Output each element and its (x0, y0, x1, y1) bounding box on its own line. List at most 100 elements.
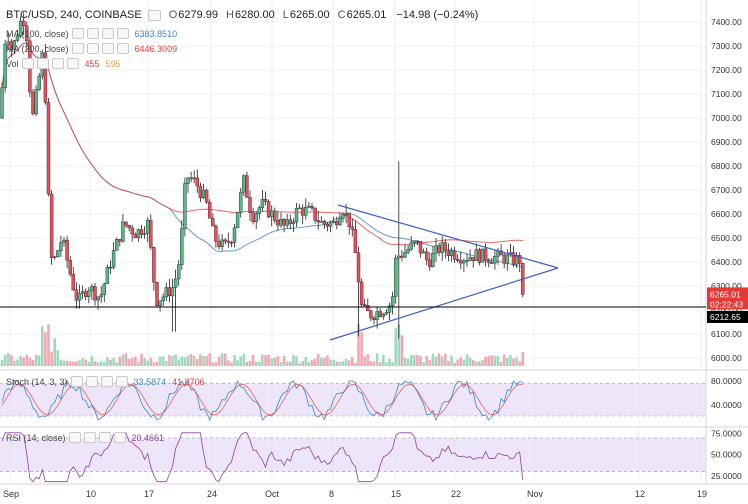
volume-bar (248, 360, 252, 366)
candle-body (37, 75, 41, 90)
volume-bar (341, 361, 345, 366)
candle-body (114, 239, 119, 251)
volume-bar (267, 354, 270, 366)
settings-icon[interactable] (36, 58, 49, 69)
volume-bar (174, 354, 177, 366)
volume-bar (59, 359, 63, 366)
volume-bar (47, 324, 50, 366)
legend-ma200[interactable]: MA (200, close) 6446.3009 (6, 43, 177, 54)
candle-body (133, 233, 138, 239)
candle-body (204, 189, 209, 203)
eye-icon[interactable] (70, 376, 83, 387)
volume-bar (369, 360, 373, 366)
volume-bar (409, 354, 413, 366)
volume-bar (56, 350, 60, 366)
candle-body (425, 251, 429, 261)
volume-bar (127, 358, 131, 366)
candle-body (71, 273, 76, 290)
more-icon[interactable] (113, 432, 126, 443)
settings-icon[interactable] (86, 28, 99, 39)
eye-icon[interactable] (71, 43, 84, 54)
volume-bar (422, 362, 425, 366)
legend-volume[interactable]: Vol 455 595 (6, 58, 121, 69)
more-icon[interactable] (116, 43, 129, 54)
volume-bar (264, 354, 267, 366)
eye-icon[interactable] (21, 58, 34, 69)
candle-body (313, 207, 317, 221)
close-icon[interactable] (101, 28, 114, 39)
time-tick-label: Nov (527, 489, 544, 499)
rsi-band (0, 437, 706, 472)
eye-icon[interactable] (71, 28, 84, 39)
candle-body (446, 250, 451, 256)
volume-bar (437, 353, 441, 366)
candle-body (288, 219, 292, 225)
volume-bar (447, 361, 450, 366)
candle-body (68, 259, 72, 275)
volume-bar (41, 326, 44, 366)
vol-label: Vol (6, 58, 19, 69)
candle-body (195, 177, 200, 187)
settings-icon[interactable] (83, 432, 96, 443)
price-tick-label: 6700.00 (711, 185, 742, 195)
volume-bar (506, 357, 509, 366)
candle-body (102, 283, 107, 295)
close-icon[interactable] (101, 43, 114, 54)
volume-bar (124, 353, 128, 366)
volume-bar (230, 362, 233, 366)
volume-bar (183, 357, 187, 366)
candle-body (378, 311, 382, 317)
volume-bar (25, 354, 29, 366)
settings-icon[interactable] (85, 376, 98, 387)
volume-bar (239, 356, 242, 366)
candle-body (189, 177, 193, 180)
volume-bar (344, 359, 348, 366)
volume-bar (450, 355, 453, 366)
volume-bar (335, 361, 339, 366)
more-icon[interactable] (116, 28, 129, 39)
candle-body (111, 250, 116, 268)
candle-body (307, 205, 311, 208)
candle-body (232, 227, 237, 243)
settings-icon[interactable] (86, 43, 99, 54)
visibility-icon[interactable] (147, 9, 161, 21)
candle-body (462, 260, 466, 264)
candle-body (366, 304, 370, 312)
close-icon[interactable] (100, 376, 113, 387)
candle-body (310, 205, 314, 209)
volume-bar (68, 361, 72, 366)
legend-rsi[interactable]: RSI (14, close) 20.4661 (6, 432, 164, 443)
volume-bar (0, 359, 4, 366)
candle-body (74, 289, 79, 301)
candle-body (245, 175, 249, 198)
candle-body (316, 220, 320, 223)
volume-bar (490, 355, 494, 366)
candle-body (254, 213, 258, 223)
candle-body (490, 262, 494, 264)
volume-bar (282, 355, 286, 366)
candle-body (480, 248, 485, 263)
legend-ma100[interactable]: MA (100, close) 6383.8510 (6, 28, 177, 39)
more-icon[interactable] (66, 58, 79, 69)
eye-icon[interactable] (68, 432, 81, 443)
candle-body (270, 210, 274, 218)
candle-body (394, 257, 398, 297)
rsi-line (1, 432, 524, 483)
more-icon[interactable] (115, 376, 128, 387)
volume-bar (118, 356, 122, 366)
volume-bar (44, 332, 47, 366)
candle-body (493, 256, 497, 264)
close-icon[interactable] (98, 432, 111, 443)
volume-bar (3, 354, 7, 366)
volume-bar (227, 360, 230, 366)
volume-bar (16, 359, 19, 366)
stoch-k-value: 33.5874 (133, 376, 167, 387)
volume-bar (487, 355, 490, 366)
legend-stoch[interactable]: Stoch (14, 3, 3) 33.5874 41.8706 (6, 376, 205, 387)
candle-body (198, 185, 203, 198)
candle-body (149, 220, 153, 248)
close-icon[interactable] (51, 58, 64, 69)
candle-body (93, 286, 97, 301)
